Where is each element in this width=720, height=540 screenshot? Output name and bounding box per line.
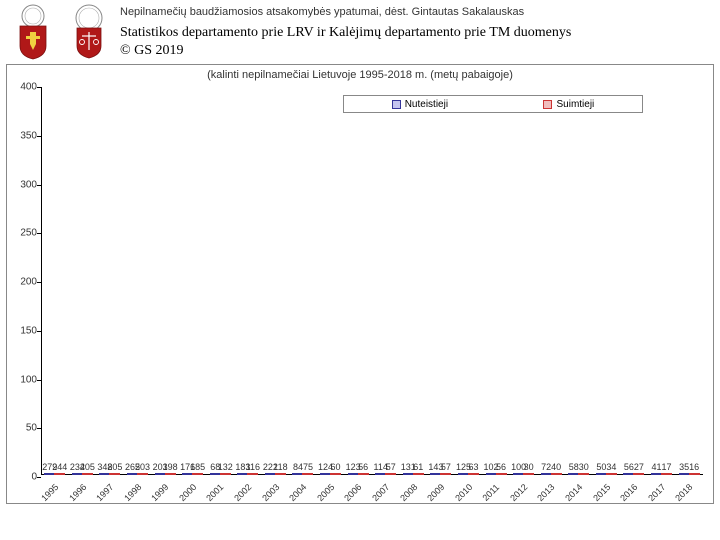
bar-value-label: 30 <box>524 462 534 472</box>
y-tick-label: 400 <box>20 82 37 93</box>
bar-value-label: 185 <box>190 462 205 472</box>
crest-icon-2 <box>64 4 114 60</box>
bar-value-label: 84 <box>293 462 303 472</box>
chart-container: (kalinti nepilnamečiai Lietuvoje 1995-20… <box>6 64 714 504</box>
bar-value-label: 34 <box>606 462 616 472</box>
y-tick-label: 150 <box>20 325 37 336</box>
y-tick-mark <box>37 185 41 186</box>
bar-value-label: 116 <box>246 462 260 472</box>
bar-value-label: 63 <box>468 462 478 472</box>
bar-value-label: 50 <box>596 462 606 472</box>
y-tick-mark <box>37 477 41 478</box>
bar-value-label: 56 <box>358 462 368 472</box>
y-tick-label: 300 <box>20 179 37 190</box>
bar-value-label: 60 <box>331 462 341 472</box>
bar-value-label: 205 <box>80 462 95 472</box>
chart-subtitle: (kalinti nepilnamečiai Lietuvoje 1995-20… <box>7 65 713 83</box>
header-subtitle: Nepilnamečių baudžiamosios atsakomybės y… <box>120 6 712 18</box>
x-tick-label: 2018 <box>671 479 710 518</box>
y-tick-label: 50 <box>26 423 37 434</box>
bar-value-label: 72 <box>541 462 551 472</box>
bar-value-label: 57 <box>386 462 396 472</box>
y-tick-mark <box>37 331 41 332</box>
y-tick-mark <box>37 428 41 429</box>
bar-value-label: 75 <box>303 462 313 472</box>
y-tick-label: 100 <box>20 374 37 385</box>
y-tick-label: 250 <box>20 228 37 239</box>
bars-row: 2792442342053482052652032031981761856813… <box>41 87 703 475</box>
y-tick-mark <box>37 87 41 88</box>
y-tick-mark <box>37 282 41 283</box>
bar-value-label: 203 <box>135 462 150 472</box>
bar-value-label: 56 <box>624 462 634 472</box>
bar-value-label: 61 <box>413 462 423 472</box>
bar-value-label: 35 <box>679 462 689 472</box>
y-tick-mark <box>37 380 41 381</box>
header: Nepilnamečių baudžiamosios atsakomybės y… <box>0 0 720 62</box>
bar-value-label: 41 <box>651 462 661 472</box>
x-axis-labels: 1995199619971998199920002001200220032004… <box>41 475 703 503</box>
bar-value-label: 17 <box>661 462 671 472</box>
bar-value-label: 118 <box>273 462 287 472</box>
bar-value-label: 56 <box>496 462 506 472</box>
bar-value-label: 132 <box>218 462 233 472</box>
crest-icon-1 <box>8 4 58 60</box>
bar-value-label: 16 <box>689 462 699 472</box>
plot-area: 2792442342053482052652032031981761856813… <box>41 87 703 475</box>
y-tick-label: 200 <box>20 277 37 288</box>
bar-value-label: 205 <box>107 462 122 472</box>
bar-value-label: 40 <box>551 462 561 472</box>
bar-value-label: 30 <box>579 462 589 472</box>
bar-value-label: 244 <box>52 462 67 472</box>
bar-value-label: 198 <box>163 462 178 472</box>
bar-value-label: 58 <box>569 462 579 472</box>
bar-value-label: 57 <box>441 462 451 472</box>
header-title: Statistikos departamento prie LRV ir Kal… <box>120 24 712 59</box>
y-tick-mark <box>37 233 41 234</box>
bar-value-label: 27 <box>634 462 644 472</box>
y-tick-label: 350 <box>20 130 37 141</box>
y-axis: 050100150200250300350400 <box>7 87 41 475</box>
y-tick-mark <box>37 136 41 137</box>
header-text: Nepilnamečių baudžiamosios atsakomybės y… <box>120 4 712 59</box>
